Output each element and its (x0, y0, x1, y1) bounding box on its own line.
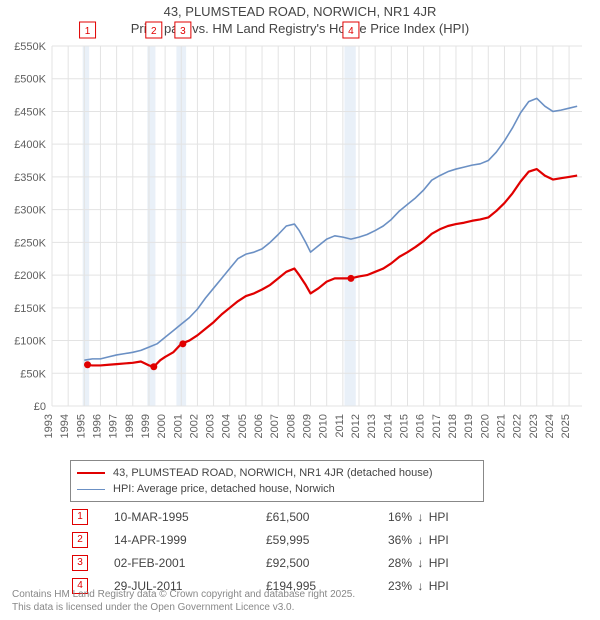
svg-text:2005: 2005 (237, 414, 249, 438)
svg-text:2000: 2000 (156, 414, 168, 438)
svg-text:1998: 1998 (124, 414, 136, 438)
sales-row: 1 10-MAR-1995£61,50016% ↓ HPI (72, 506, 449, 527)
sale-date: 02-FEB-2001 (114, 552, 264, 573)
sale-price: £59,995 (266, 529, 386, 550)
svg-text:2008: 2008 (285, 414, 297, 438)
svg-text:2023: 2023 (528, 414, 540, 438)
sales-row: 3 02-FEB-2001£92,50028% ↓ HPI (72, 552, 449, 573)
svg-text:2011: 2011 (334, 414, 346, 438)
svg-text:£400K: £400K (14, 139, 46, 151)
svg-text:£300K: £300K (14, 205, 46, 217)
svg-text:2024: 2024 (544, 414, 556, 438)
sale-badge: 1 (72, 509, 88, 525)
arrow-down-icon: ↓ (415, 533, 425, 547)
license-line-1: Contains HM Land Registry data © Crown c… (12, 589, 355, 602)
svg-text:2002: 2002 (188, 414, 200, 438)
svg-text:£500K: £500K (14, 74, 46, 86)
svg-text:2010: 2010 (318, 414, 330, 438)
legend: 43, PLUMSTEAD ROAD, NORWICH, NR1 4JR (de… (70, 460, 484, 502)
svg-text:2013: 2013 (366, 414, 378, 438)
sale-badge: 2 (72, 532, 88, 548)
svg-text:2021: 2021 (495, 414, 507, 438)
svg-text:£350K: £350K (14, 172, 46, 184)
arrow-down-icon: ↓ (415, 510, 425, 524)
svg-text:2022: 2022 (512, 414, 524, 438)
svg-text:2020: 2020 (479, 414, 491, 438)
svg-text:1995: 1995 (75, 414, 87, 438)
svg-text:2006: 2006 (253, 414, 265, 438)
svg-text:2012: 2012 (350, 414, 362, 438)
svg-text:4: 4 (348, 26, 354, 37)
svg-text:2007: 2007 (269, 414, 281, 438)
legend-item-property: 43, PLUMSTEAD ROAD, NORWICH, NR1 4JR (de… (77, 465, 477, 481)
sale-hpi-delta: 16% ↓ HPI (388, 506, 449, 527)
legend-item-hpi: HPI: Average price, detached house, Norw… (77, 481, 477, 497)
svg-text:£250K: £250K (14, 237, 46, 249)
svg-text:2025: 2025 (560, 414, 572, 438)
svg-text:1: 1 (85, 26, 91, 37)
price-chart: £0£50K£100K£150K£200K£250K£300K£350K£400… (52, 46, 582, 406)
legend-swatch-hpi (77, 489, 105, 490)
sale-date: 10-MAR-1995 (114, 506, 264, 527)
svg-text:2003: 2003 (205, 414, 217, 438)
svg-text:£450K: £450K (14, 106, 46, 118)
svg-text:£200K: £200K (14, 270, 46, 282)
svg-text:2: 2 (151, 26, 157, 37)
svg-text:3: 3 (180, 26, 186, 37)
legend-swatch-property (77, 472, 105, 474)
sale-badge: 3 (72, 555, 88, 571)
svg-text:1997: 1997 (108, 414, 120, 438)
svg-text:1994: 1994 (59, 414, 71, 438)
svg-text:2004: 2004 (221, 414, 233, 438)
title-line-1: 43, PLUMSTEAD ROAD, NORWICH, NR1 4JR (0, 4, 600, 21)
svg-text:2018: 2018 (447, 414, 459, 438)
svg-text:£100K: £100K (14, 336, 46, 348)
svg-text:£150K: £150K (14, 303, 46, 315)
sale-hpi-delta: 36% ↓ HPI (388, 529, 449, 550)
sale-price: £92,500 (266, 552, 386, 573)
sale-date: 14-APR-1999 (114, 529, 264, 550)
svg-text:2017: 2017 (431, 414, 443, 438)
license-text: Contains HM Land Registry data © Crown c… (12, 589, 355, 614)
license-line-2: This data is licensed under the Open Gov… (12, 602, 355, 615)
svg-text:2016: 2016 (415, 414, 427, 438)
legend-label-hpi: HPI: Average price, detached house, Norw… (113, 483, 335, 495)
svg-text:2015: 2015 (398, 414, 410, 438)
svg-text:£550K: £550K (14, 41, 46, 53)
sale-hpi-delta: 23% ↓ HPI (388, 575, 449, 596)
sales-table: 1 10-MAR-1995£61,50016% ↓ HPI 2 14-APR-1999… (70, 504, 451, 598)
sales-row: 2 14-APR-1999£59,99536% ↓ HPI (72, 529, 449, 550)
legend-label-property: 43, PLUMSTEAD ROAD, NORWICH, NR1 4JR (de… (113, 467, 433, 479)
sale-price: £61,500 (266, 506, 386, 527)
svg-text:1999: 1999 (140, 414, 152, 438)
svg-text:£50K: £50K (20, 368, 46, 380)
svg-text:2009: 2009 (302, 414, 314, 438)
svg-text:1996: 1996 (91, 414, 103, 438)
sale-hpi-delta: 28% ↓ HPI (388, 552, 449, 573)
svg-text:2014: 2014 (382, 414, 394, 438)
arrow-down-icon: ↓ (415, 556, 425, 570)
arrow-down-icon: ↓ (415, 579, 425, 593)
svg-text:1993: 1993 (43, 414, 55, 438)
svg-text:2019: 2019 (463, 414, 475, 438)
svg-text:£0: £0 (34, 401, 46, 413)
svg-text:2001: 2001 (172, 414, 184, 438)
